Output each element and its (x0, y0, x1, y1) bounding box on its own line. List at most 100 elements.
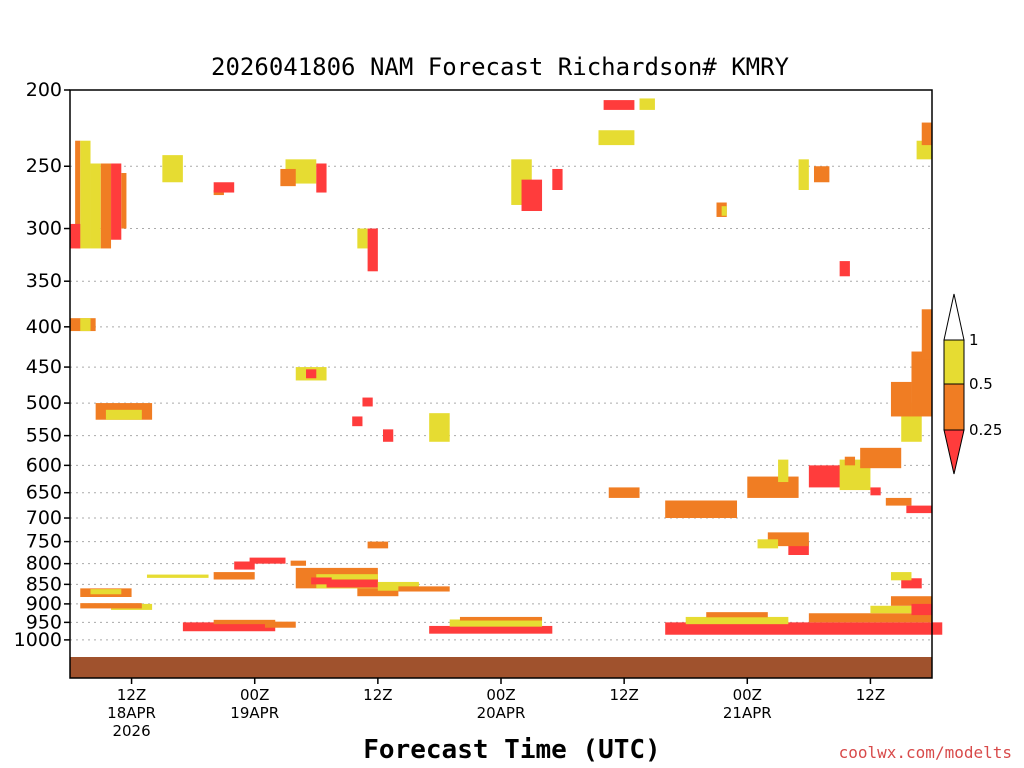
y-tick-label-1000: 1000 (14, 629, 62, 651)
cell-46 (911, 351, 932, 417)
cell-0 (75, 140, 81, 249)
x-tick-label-0-2: 2026 (112, 722, 150, 740)
cell-22 (639, 98, 655, 110)
cell-50 (885, 497, 912, 506)
cell-74 (449, 619, 543, 627)
cell-78 (706, 612, 768, 618)
cell-48 (921, 309, 932, 360)
cell-28 (916, 140, 932, 160)
colorbar-label-0.25: 0.25 (969, 421, 1002, 439)
cell-51 (870, 487, 881, 496)
cell-5 (121, 173, 127, 229)
data-cells (70, 98, 943, 635)
cell-82 (911, 603, 932, 616)
y-tick-label-600: 600 (26, 454, 62, 476)
cell-15 (357, 228, 368, 249)
cell-52 (844, 456, 856, 466)
y-tick-label-550: 550 (26, 425, 62, 447)
cell-9 (162, 155, 183, 183)
cell-70 (182, 622, 276, 632)
cell-27 (813, 166, 830, 183)
cell-41 (778, 459, 789, 483)
cell-42 (808, 465, 850, 488)
cell-38 (608, 487, 640, 498)
y-tick-label-850: 850 (26, 573, 62, 595)
cell-67 (311, 577, 332, 585)
y-axis: 200 250 300 350 400 450 500 550 600 650 7007508008… (14, 79, 70, 651)
cell-2 (90, 163, 101, 249)
cell-33 (306, 369, 317, 379)
colorbar-top-arrow (943, 293, 965, 341)
chart-title: 2026041806 NAM Forecast Richardson# KMRY (211, 53, 790, 81)
y-tick-label-300: 300 (26, 218, 62, 240)
colorbar-high (943, 339, 965, 385)
cell-83 (901, 578, 922, 589)
colorbar-mid (943, 383, 965, 431)
cell-11 (213, 182, 235, 193)
cell-56 (80, 603, 142, 609)
cell-84 (890, 572, 912, 581)
cell-72 (264, 621, 296, 628)
x-tick-label-5-0: 00Z (733, 686, 762, 704)
cell-66 (377, 581, 419, 591)
y-tick-label-900: 900 (26, 593, 62, 615)
x-tick-label-2-0: 12Z (363, 686, 392, 704)
y-tick-label-650: 650 (26, 482, 62, 504)
cell-16 (367, 228, 378, 272)
cell-26 (839, 261, 850, 277)
cell-25 (798, 159, 809, 190)
cell-34 (362, 397, 373, 407)
cell-69 (398, 586, 450, 592)
y-tick-label-700: 700 (26, 507, 62, 529)
cell-24 (721, 206, 727, 216)
cell-40 (747, 476, 799, 498)
x-axis-title: Forecast Time (UTC) (363, 735, 660, 765)
plot-area (69, 89, 943, 679)
cell-76 (665, 622, 943, 635)
x-tick-label-0-0: 12Z (117, 686, 146, 704)
cell-57 (146, 574, 209, 578)
x-tick-label-3-1: 20APR (477, 704, 526, 722)
cell-20 (603, 100, 635, 110)
cell-60 (249, 557, 286, 564)
y-tick-label-500: 500 (26, 392, 62, 414)
cell-14 (280, 168, 296, 187)
cell-29 (921, 122, 932, 146)
cell-61 (290, 560, 307, 566)
x-tick-label-1-0: 00Z (240, 686, 269, 704)
y-tick-label-350: 350 (26, 270, 62, 292)
y-tick-label-800: 800 (26, 553, 62, 575)
cell-68 (367, 541, 389, 549)
cell-44 (860, 447, 902, 469)
x-tick-label-5-1: 21APR (723, 704, 772, 722)
cell-6 (70, 223, 81, 249)
cell-39 (665, 500, 738, 519)
x-tick-label-4-0: 12Z (609, 686, 638, 704)
cell-8 (80, 318, 91, 332)
cell-79 (808, 613, 932, 623)
colorbar-legend: 1 0.5 0.25 (943, 293, 1002, 475)
y-tick-label-950: 950 (26, 611, 62, 633)
colorbar-low-arrow (943, 429, 965, 475)
credit-text: coolwx.com/modelts (839, 743, 1012, 762)
cell-36 (382, 429, 394, 442)
x-tick-label-1-1: 19APR (230, 704, 279, 722)
cell-37 (429, 413, 450, 442)
y-tick-label-250: 250 (26, 155, 62, 177)
x-tick-label-6-0: 12Z (856, 686, 885, 704)
cell-71 (213, 619, 276, 625)
cell-81 (890, 596, 932, 606)
y-tick-label-200: 200 (26, 79, 62, 101)
cell-80 (870, 605, 932, 614)
ground-band (70, 657, 932, 678)
cell-65 (357, 588, 399, 597)
cell-31 (105, 409, 142, 420)
cell-77 (685, 616, 789, 625)
cell-54 (90, 589, 122, 595)
cell-1 (80, 140, 91, 249)
cell-47 (890, 381, 912, 417)
cell-58 (213, 572, 255, 580)
cell-21 (598, 130, 635, 146)
cell-73 (429, 625, 553, 634)
